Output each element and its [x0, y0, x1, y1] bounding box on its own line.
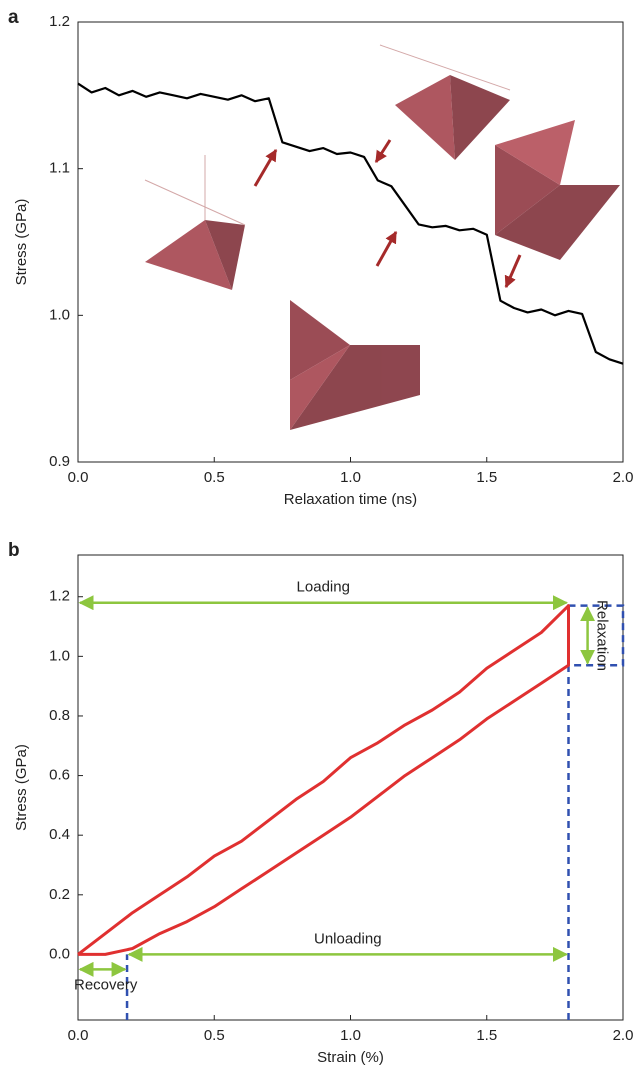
y-tick-label: 0.0 [49, 945, 70, 962]
x-tick-label: 2.0 [613, 469, 634, 486]
inset-crystal [290, 300, 420, 430]
inset-crystal [379, 44, 511, 160]
x-axis-label: Strain (%) [317, 1049, 384, 1065]
inset-arrow [375, 230, 398, 267]
annotation-label: Loading [297, 579, 350, 596]
panel-label: a [8, 7, 19, 28]
inset-arrow [253, 148, 278, 187]
annotation-label: Recovery [74, 976, 138, 993]
y-tick-label: 1.2 [49, 588, 70, 605]
inset-crystal [144, 155, 246, 290]
y-tick-label: 0.6 [49, 767, 70, 784]
inset-crystal [495, 120, 620, 260]
x-tick-label: 0.5 [204, 469, 225, 486]
x-tick-label: 0.5 [204, 1027, 225, 1044]
data-line [77, 604, 570, 956]
y-tick-label: 0.2 [49, 886, 70, 903]
insets [144, 44, 620, 430]
x-tick-label: 1.5 [476, 1027, 497, 1044]
x-tick-label: 1.5 [476, 469, 497, 486]
plot-frame [77, 554, 624, 1021]
y-axis-label: Stress (GPa) [13, 744, 30, 831]
inset-arrow [504, 254, 522, 289]
x-tick-label: 0.0 [68, 469, 89, 486]
annotation-label: Relaxation [594, 600, 611, 671]
data-line [77, 82, 624, 365]
panel-label: b [8, 540, 20, 561]
y-tick-label: 1.0 [49, 647, 70, 664]
x-tick-label: 2.0 [613, 1027, 634, 1044]
x-tick-label: 1.0 [340, 1027, 361, 1044]
y-tick-label: 0.8 [49, 707, 70, 724]
y-tick-label: 0.9 [49, 453, 70, 470]
y-tick-label: 1.2 [49, 13, 70, 30]
y-tick-label: 1.1 [49, 160, 70, 177]
x-tick-label: 0.0 [68, 1027, 89, 1044]
x-axis-label: Relaxation time (ns) [284, 491, 417, 508]
y-axis-label: Stress (GPa) [13, 199, 30, 286]
x-tick-label: 1.0 [340, 469, 361, 486]
y-tick-label: 1.0 [49, 306, 70, 323]
y-tick-label: 0.4 [49, 826, 70, 843]
annotation-label: Unloading [314, 930, 382, 947]
inset-arrow [374, 139, 392, 164]
